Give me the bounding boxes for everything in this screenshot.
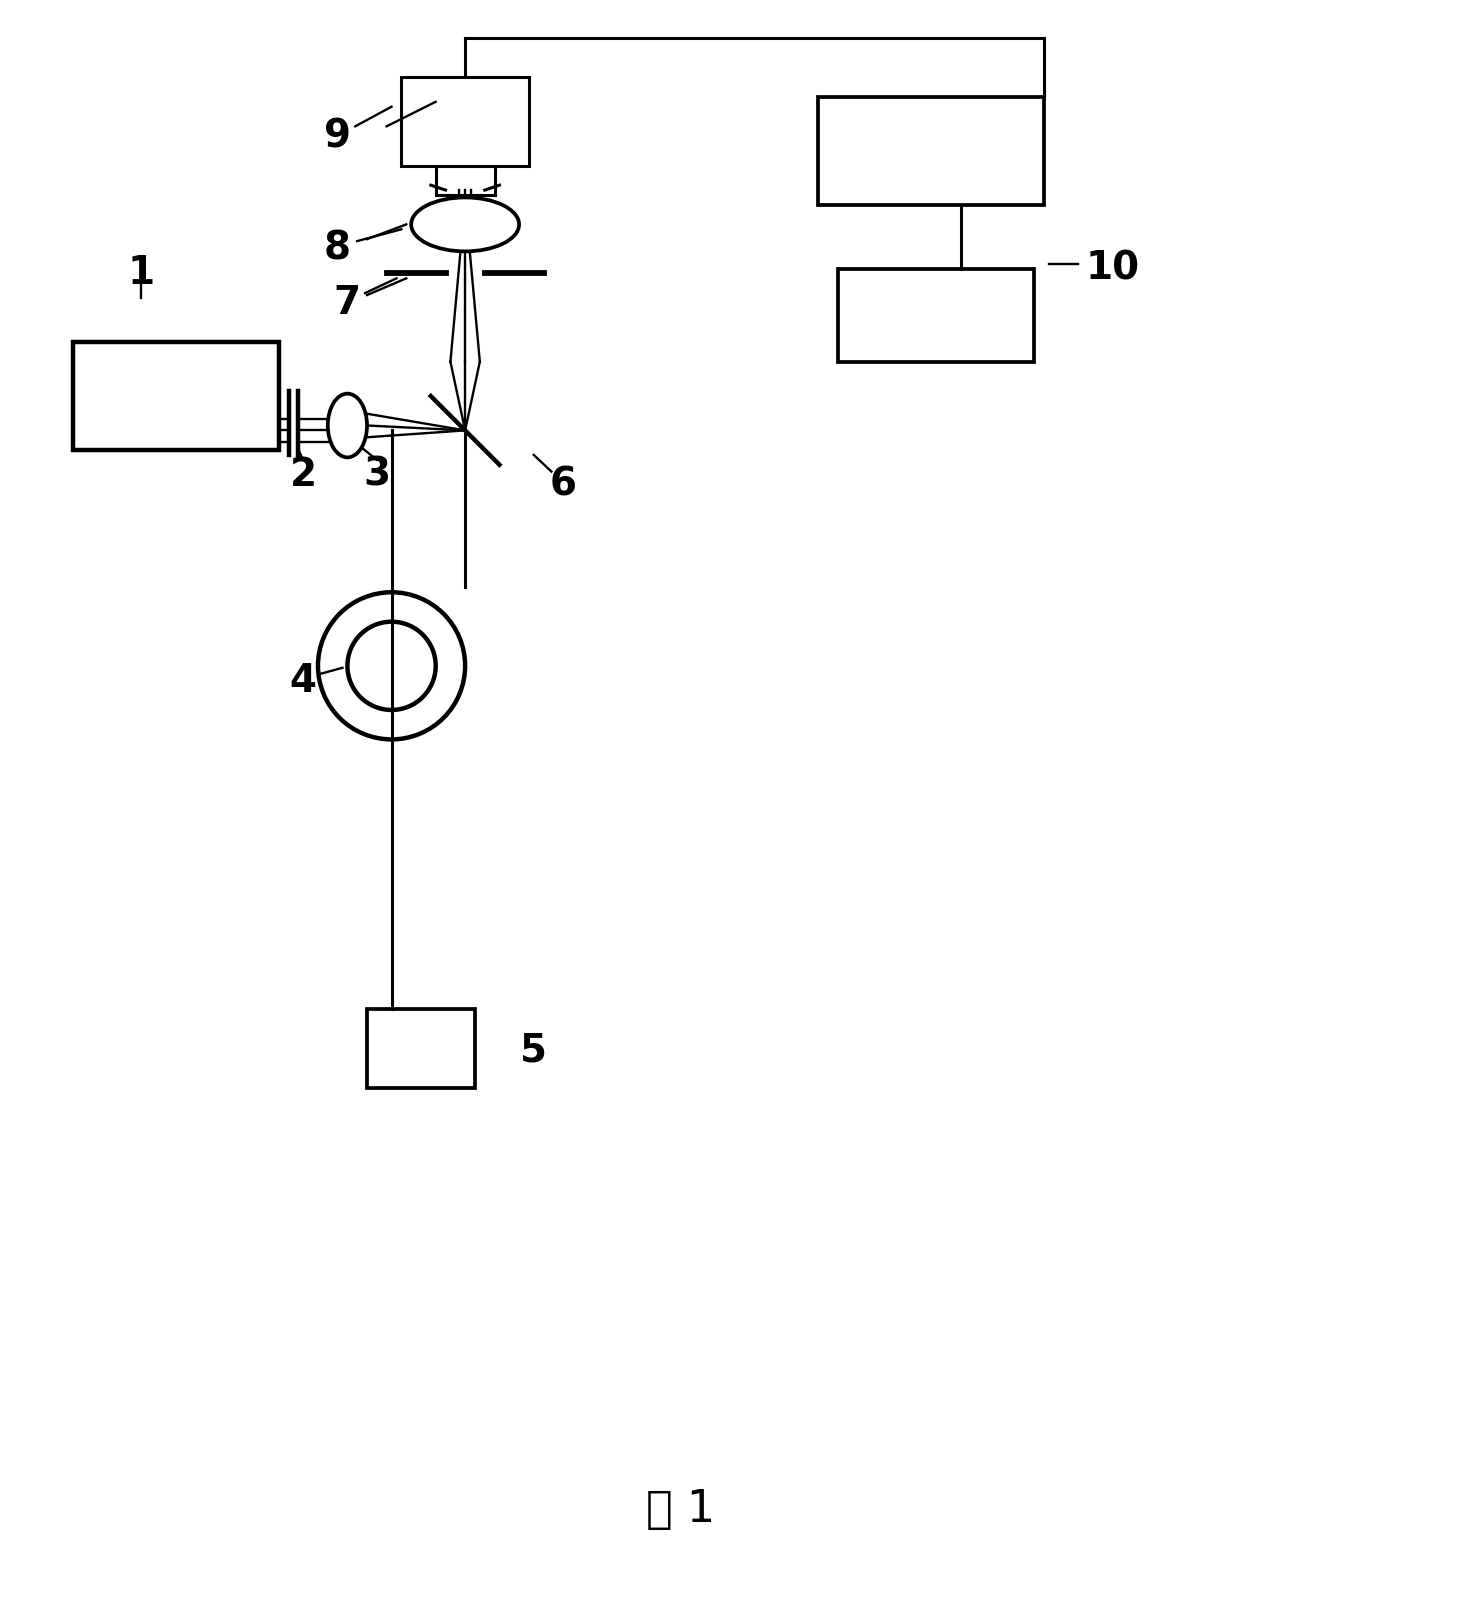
- Bar: [367, 1010, 475, 1087]
- Text: 4: 4: [290, 662, 316, 700]
- Bar: [818, 97, 1044, 204]
- Ellipse shape: [328, 394, 367, 458]
- Bar: [436, 166, 494, 195]
- Bar: [838, 268, 1034, 362]
- Ellipse shape: [411, 198, 519, 252]
- Bar: [73, 342, 278, 450]
- Text: 8: 8: [324, 230, 351, 268]
- Bar: [401, 78, 529, 166]
- Text: 5: 5: [521, 1031, 547, 1070]
- Text: 9: 9: [324, 117, 351, 156]
- Text: 图 1: 图 1: [646, 1488, 716, 1530]
- Text: 1: 1: [128, 255, 155, 292]
- Text: 6: 6: [550, 466, 577, 503]
- Text: 3: 3: [363, 456, 391, 493]
- Text: 10: 10: [1086, 250, 1140, 287]
- Bar: [446, 166, 484, 190]
- Text: 2: 2: [290, 456, 316, 493]
- Text: 7: 7: [334, 284, 362, 321]
